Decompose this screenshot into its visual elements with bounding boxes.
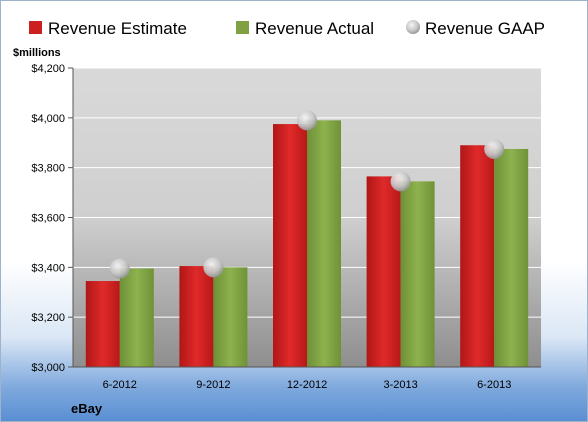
revenue-gaap-marker	[203, 257, 224, 278]
x-tick-label: 9-2012	[196, 379, 230, 391]
x-tick-label: 6-2012	[103, 379, 137, 391]
legend-revenue-gaap: Revenue GAAP	[406, 19, 545, 38]
revenue-estimate-bar	[179, 266, 214, 367]
x-tick-label: 12-2012	[287, 379, 327, 391]
revenue-estimate-bar	[460, 145, 495, 367]
y-tick-label: $3,400	[31, 262, 65, 274]
revenue-gaap-marker	[297, 110, 317, 131]
y-tick-label: $3,200	[31, 312, 65, 324]
company-label: eBay	[71, 401, 103, 416]
revenue-estimate-bar	[85, 281, 120, 367]
revenue-gaap-marker	[109, 258, 130, 279]
y-tick-label: $3,600	[31, 213, 65, 225]
legend-label: Revenue Actual	[255, 19, 374, 38]
revenue-estimate-bar	[366, 176, 401, 367]
revenue-actual-bar	[213, 267, 248, 367]
y-tick-label: $3,800	[31, 163, 65, 175]
x-tick-label: 3-2013	[383, 379, 417, 391]
legend-swatch	[406, 20, 420, 34]
legend-label: Revenue GAAP	[425, 19, 545, 38]
revenue-estimate-bar	[273, 124, 307, 367]
revenue-gaap-marker	[390, 171, 411, 192]
legend-swatch	[29, 21, 42, 34]
y-tick-label: $3,000	[31, 362, 65, 374]
legend-label: Revenue Estimate	[48, 19, 187, 38]
revenue-actual-bar	[119, 268, 154, 367]
x-tick-label: 6-2013	[477, 379, 511, 391]
revenue-gaap-marker	[484, 138, 505, 159]
y-tick-label: $4,200	[31, 63, 65, 75]
revenue-actual-bar	[494, 148, 529, 367]
revenue-actual-bar	[307, 120, 341, 367]
legend-revenue-actual: Revenue Actual	[236, 19, 374, 38]
legend-revenue-estimate: Revenue Estimate	[29, 19, 187, 38]
revenue-actual-bar	[400, 181, 435, 367]
legend-swatch	[236, 21, 249, 34]
y-tick-label: $4,000	[31, 113, 65, 125]
y-axis-unit-label: $millions	[13, 47, 61, 59]
